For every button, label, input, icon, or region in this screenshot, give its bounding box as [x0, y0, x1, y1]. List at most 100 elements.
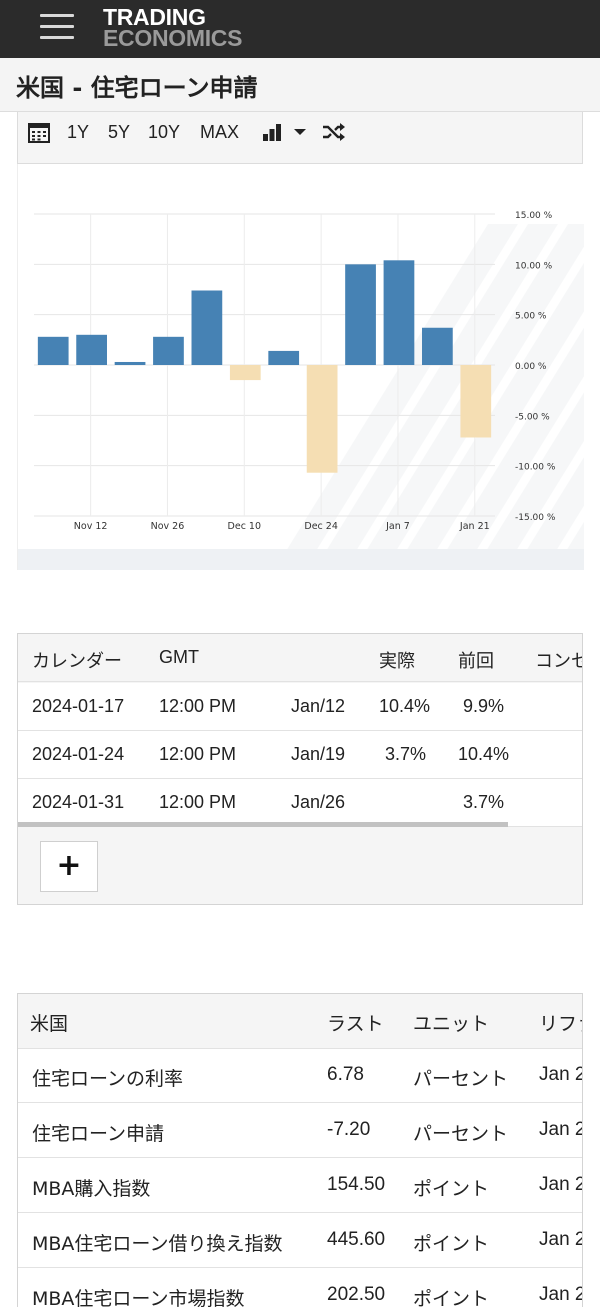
calendar-row: 2024-01-17 12:00 PM Jan/12 10.4% 9.9% [18, 683, 582, 731]
y-tick-label: 15.00 % [515, 211, 553, 221]
page-title: 米国 - 住宅ローン申請 [16, 74, 258, 102]
top-bar: TRADING ECONOMICS [0, 0, 600, 58]
indicator-link[interactable]: MBA住宅ローン市場指数 [32, 1288, 245, 1307]
cell-unit: ポイント [413, 1233, 490, 1255]
site-logo[interactable]: TRADING ECONOMICS [103, 4, 243, 51]
y-tick-label: -10.00 % [515, 463, 556, 473]
chart-bar [268, 350, 300, 365]
related-row[interactable]: MBA購入指数 154.50 ポイント Jan 2025 [18, 1159, 582, 1213]
logo-line2: ECONOMICS [103, 25, 243, 51]
chart-bar [76, 334, 107, 365]
x-tick-label: Dec 10 [228, 521, 262, 532]
calendar-row: 2024-01-24 12:00 PM Jan/19 3.7% 10.4% [18, 731, 582, 779]
x-tick-label: Jan 7 [385, 521, 410, 532]
watermark-stripe [518, 457, 584, 564]
header-previous: 前回 [458, 651, 494, 671]
cell-unit: パーセント [413, 1123, 509, 1145]
cell-unit: ポイント [413, 1288, 490, 1307]
related-row[interactable]: 住宅ローンの利率 6.78 パーセント Jan 2025 [18, 1049, 582, 1103]
cell-unit: ポイント [413, 1178, 490, 1200]
header-actual: 実際 [379, 651, 415, 671]
y-tick-label: 0.00 % [515, 362, 547, 372]
cell-date: 2024-01-17 [32, 696, 125, 716]
cell-unit: パーセント [413, 1068, 509, 1090]
related-row[interactable]: 住宅ローン申請 -7.20 パーセント Jan 2025 [18, 1104, 582, 1158]
related-row[interactable]: MBA住宅ローン市場指数 202.50 ポイント Jan 2025 [18, 1269, 582, 1307]
menu-icon[interactable] [40, 12, 76, 42]
cell-actual: 10.4% [379, 696, 431, 716]
cell-last: -7.20 [327, 1119, 371, 1140]
cell-time: 12:00 PM [159, 744, 237, 764]
header-reference: リファレンス [539, 1013, 582, 1035]
cell-reference: Jan 2025 [539, 1229, 582, 1250]
cell-last: 445.60 [327, 1229, 386, 1250]
header-country: 米国 [30, 1013, 69, 1035]
title-bar: 米国 - 住宅ローン申請 [0, 58, 600, 112]
cell-last: 154.50 [327, 1174, 386, 1195]
chart-bar [153, 336, 184, 365]
range-10y-button[interactable]: 10Y [148, 122, 181, 142]
header-calendar: カレンダー [32, 651, 122, 671]
chart-bar [306, 365, 338, 473]
cell-reference: Jan/19 [291, 744, 346, 764]
cell-time: 12:00 PM [159, 792, 237, 812]
watermark-stripe [318, 224, 558, 564]
chart-bar [114, 361, 146, 365]
x-tick-label: Dec 24 [304, 521, 338, 532]
chart-bar [422, 327, 453, 365]
cell-last: 202.50 [327, 1284, 386, 1305]
add-button[interactable]: + [40, 841, 98, 892]
bar-chart: 15.00 % 10.00 % 5.00 % 0.00 % -5.00 % -10.00 … [18, 211, 584, 570]
chart-bar [191, 290, 223, 365]
chart-bar [383, 260, 415, 365]
chart-bar [345, 264, 376, 365]
header-consensus: コンセンサス [535, 651, 582, 671]
cell-reference: Jan/12 [291, 696, 346, 716]
indicator-link[interactable]: 住宅ローンの利率 [32, 1068, 184, 1090]
calendar-icon[interactable] [28, 122, 50, 143]
cell-actual: 3.7% [385, 744, 427, 764]
calendar-table: カレンダー GMT 実際 前回 コンセンサス 2024-01-17 12:00 … [17, 633, 583, 905]
cell-time: 12:00 PM [159, 696, 237, 716]
cell-reference: Jan 2025 [539, 1174, 582, 1195]
chart-bar [460, 365, 492, 438]
x-tick-label: Nov 26 [151, 521, 185, 532]
indicator-link[interactable]: MBA住宅ローン借り換え指数 [32, 1233, 283, 1255]
indicator-link[interactable]: MBA購入指数 [32, 1178, 151, 1200]
cell-date: 2024-01-31 [32, 792, 125, 812]
range-1y-button[interactable]: 1Y [67, 122, 90, 142]
related-header-row: 米国 ラスト ユニット リファレンス [18, 994, 582, 1049]
cell-last: 6.78 [327, 1064, 364, 1085]
cell-date: 2024-01-24 [32, 744, 125, 764]
cell-reference: Jan/26 [291, 792, 346, 812]
related-table: 米国 ラスト ユニット リファレンス 住宅ローンの利率 6.78 パーセント J… [17, 993, 583, 1307]
range-max-button[interactable]: MAX [200, 122, 240, 142]
header-last: ラスト [327, 1013, 384, 1035]
cell-reference: Jan 2025 [539, 1119, 582, 1140]
logo-line1: TRADING [103, 4, 206, 30]
shuffle-icon[interactable] [322, 121, 346, 143]
x-tick-label: Nov 12 [74, 521, 108, 532]
horizontal-scrollbar[interactable] [18, 822, 508, 827]
caret-down-icon[interactable] [293, 128, 307, 136]
calendar-header-row: カレンダー GMT 実際 前回 コンセンサス [18, 634, 582, 682]
cell-reference: Jan 2025 [539, 1284, 582, 1305]
y-tick-label: -15.00 % [515, 513, 556, 523]
range-5y-button[interactable]: 5Y [108, 122, 131, 142]
header-gmt: GMT [159, 647, 199, 667]
bar-chart-icon[interactable] [262, 123, 282, 141]
watermark-band [18, 549, 584, 570]
y-tick-label: 10.00 % [515, 261, 553, 271]
cell-previous: 3.7% [463, 792, 505, 812]
calendar-row: 2024-01-31 12:00 PM Jan/26 3.7% [18, 779, 582, 827]
cell-previous: 10.4% [458, 744, 510, 764]
chart-toolbar: 1Y 5Y 10Y MAX [17, 112, 583, 164]
header-unit: ユニット [413, 1013, 490, 1035]
chart-bar [229, 365, 261, 381]
cell-reference: Jan 2025 [539, 1064, 582, 1085]
x-tick-label: Jan 21 [459, 521, 490, 532]
chart-panel: 15.00 % 10.00 % 5.00 % 0.00 % -5.00 % -10.00 … [17, 164, 584, 570]
y-tick-label: -5.00 % [515, 412, 550, 422]
indicator-link[interactable]: 住宅ローン申請 [32, 1123, 165, 1145]
related-row[interactable]: MBA住宅ローン借り換え指数 445.60 ポイント Jan 2025 [18, 1214, 582, 1268]
